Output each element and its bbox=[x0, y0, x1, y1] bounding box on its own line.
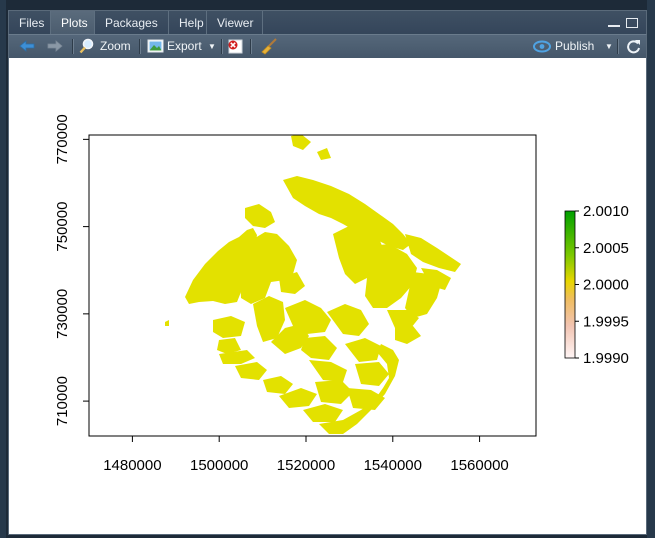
publish-button[interactable]: Publish ▼ bbox=[533, 35, 613, 58]
pane-right-edge bbox=[647, 0, 655, 538]
tab-packages[interactable]: Packages bbox=[95, 11, 169, 35]
raster-patch bbox=[239, 232, 297, 304]
tab-viewer[interactable]: Viewer bbox=[207, 11, 263, 35]
toolbar-separator bbox=[72, 39, 74, 54]
raster-patch bbox=[165, 320, 169, 326]
x-tick-label: 1520000 bbox=[277, 457, 335, 474]
raster-patch bbox=[263, 376, 293, 394]
raster-patch bbox=[279, 388, 317, 408]
raster-patch bbox=[345, 338, 381, 362]
raster-patch bbox=[291, 135, 311, 150]
x-tick-label: 1540000 bbox=[364, 457, 422, 474]
tab-help[interactable]: Help bbox=[169, 11, 207, 35]
raster-patch bbox=[303, 404, 343, 422]
toolbar-separator bbox=[250, 39, 252, 54]
y-tick-label: 770000 bbox=[54, 114, 71, 164]
raster-patch bbox=[309, 360, 347, 382]
raster-patch bbox=[387, 310, 419, 328]
raster-patch bbox=[213, 316, 245, 338]
y-tick-label: 710000 bbox=[54, 376, 71, 426]
x-tick-label: 1560000 bbox=[450, 457, 508, 474]
pane-left-edge bbox=[0, 0, 6, 538]
colorbar-tick-label: 1.9995 bbox=[583, 313, 629, 330]
toolbar-separator bbox=[139, 39, 141, 54]
raster-patch bbox=[355, 362, 389, 386]
raster-patch bbox=[365, 244, 417, 308]
export-button[interactable]: Export ▼ bbox=[147, 35, 217, 58]
export-dropdown-icon: ▼ bbox=[208, 42, 216, 51]
raster-patch bbox=[283, 176, 411, 250]
raster-patch bbox=[253, 296, 285, 342]
zoom-label: Zoom bbox=[100, 39, 131, 53]
raster-patch bbox=[185, 228, 257, 304]
toolbar-separator bbox=[221, 39, 223, 54]
raster-patch bbox=[405, 234, 461, 272]
colorbar-tick-label: 2.0000 bbox=[583, 277, 629, 294]
publish-icon bbox=[533, 40, 551, 53]
tab-files[interactable]: Files bbox=[9, 11, 51, 35]
raster-patch bbox=[315, 380, 353, 404]
refresh-icon[interactable] bbox=[626, 39, 641, 54]
raster-patch bbox=[219, 350, 255, 364]
x-tick-label: 1480000 bbox=[103, 457, 161, 474]
pane-tab-bar: Files Plots Packages Help Viewer bbox=[8, 10, 647, 35]
zoom-button[interactable]: Zoom bbox=[79, 35, 135, 58]
plot-viewer: 1480000 1500000 1520000 1540000 1560000 71000… bbox=[8, 58, 647, 535]
image-export-icon bbox=[147, 39, 164, 53]
toolbar-separator bbox=[617, 39, 619, 54]
raster-patch bbox=[421, 268, 451, 290]
raster-patch bbox=[301, 336, 337, 360]
raster-patch bbox=[279, 272, 305, 294]
tab-plots[interactable]: Plots bbox=[51, 11, 95, 35]
plots-toolbar: Zoom Export ▼ P bbox=[8, 34, 647, 59]
maximize-pane-icon[interactable] bbox=[626, 18, 638, 28]
raster-patch bbox=[317, 148, 331, 160]
broom-icon[interactable] bbox=[260, 38, 278, 55]
arrow-left-icon[interactable] bbox=[19, 40, 35, 52]
minimize-pane-icon[interactable] bbox=[608, 25, 620, 27]
colorbar-tick-label: 2.0010 bbox=[583, 203, 629, 220]
raster-patch bbox=[271, 324, 309, 354]
magnifier-icon bbox=[79, 38, 94, 54]
raster-patch bbox=[285, 300, 331, 334]
plot-frame bbox=[88, 134, 537, 437]
raster-patch bbox=[217, 338, 241, 354]
y-tick-label: 730000 bbox=[54, 289, 71, 339]
raster-patch bbox=[395, 326, 421, 344]
colorbar bbox=[564, 210, 576, 359]
raster-patch bbox=[319, 344, 399, 434]
raster-patch bbox=[327, 304, 369, 336]
colorbar-tick-label: 1.9990 bbox=[583, 350, 629, 367]
colorbar-tick-label: 2.0005 bbox=[583, 240, 629, 257]
publish-dropdown-icon: ▼ bbox=[605, 42, 613, 51]
y-tick-label: 750000 bbox=[54, 202, 71, 252]
x-tick-label: 1500000 bbox=[190, 457, 248, 474]
raster-plot: 1480000 1500000 1520000 1540000 1560000 71000… bbox=[54, 114, 629, 474]
raster-layer bbox=[165, 135, 461, 434]
raster-patch bbox=[245, 204, 275, 228]
raster-patch bbox=[235, 362, 267, 380]
publish-label: Publish bbox=[555, 39, 595, 53]
export-label: Export bbox=[167, 39, 202, 53]
remove-plot-icon[interactable] bbox=[227, 39, 243, 54]
arrow-right-icon[interactable] bbox=[47, 40, 63, 52]
